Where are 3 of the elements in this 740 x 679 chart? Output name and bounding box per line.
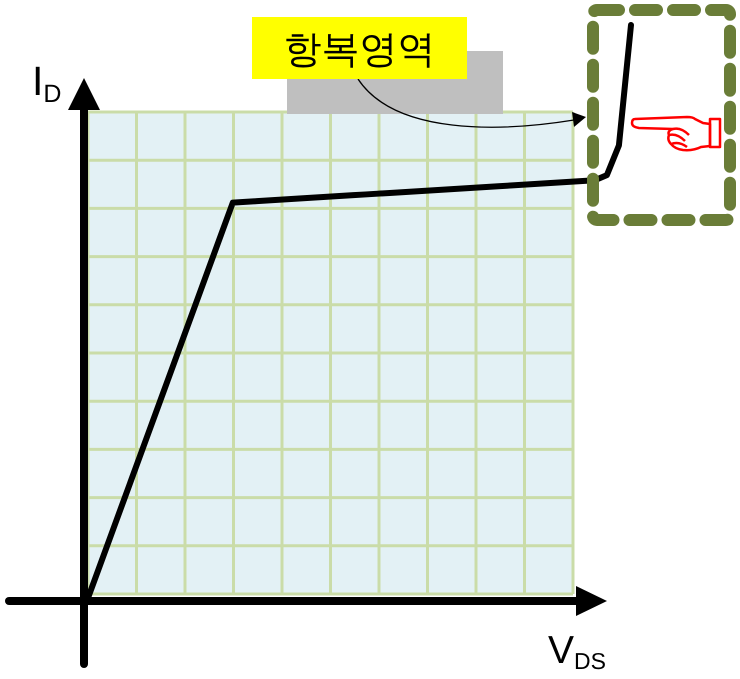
annotation-text: 항복영역 bbox=[284, 29, 436, 71]
xlabel: V$_{DS}$ bbox=[548, 629, 606, 674]
ylabel: I$_{D}$ bbox=[32, 58, 62, 108]
